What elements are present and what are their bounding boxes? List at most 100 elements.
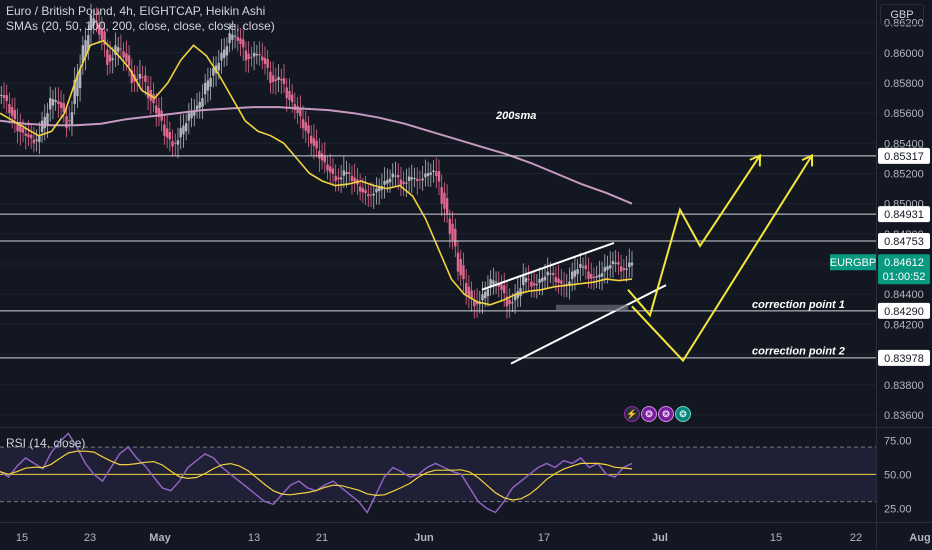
candle-body	[372, 193, 375, 196]
candle-body	[236, 36, 240, 41]
candle-body	[296, 106, 299, 114]
candle-body	[40, 120, 44, 133]
candle-body	[146, 86, 150, 99]
candle-body	[470, 290, 473, 299]
candle-body	[388, 178, 392, 183]
candles-group	[0, 3, 634, 319]
candle-body	[546, 271, 549, 276]
candle-body	[622, 268, 626, 271]
candle-body	[329, 166, 332, 173]
candle-body	[611, 261, 615, 265]
candle-body	[171, 141, 174, 147]
candle-body	[391, 173, 394, 178]
candle-body	[233, 35, 237, 37]
price-tick-label: 0.83800	[884, 380, 924, 392]
candle-body	[285, 87, 288, 99]
candle-body	[367, 193, 370, 197]
dividend-icon[interactable]: ❂	[658, 406, 674, 422]
candle-body	[114, 45, 117, 56]
candle-body	[247, 53, 250, 60]
candle-body	[522, 276, 525, 286]
candle-body	[299, 108, 302, 117]
lightning-icon[interactable]: ⚡	[624, 406, 640, 422]
rsi-legend[interactable]: RSI (14, close)	[6, 436, 86, 450]
candle-body	[187, 113, 191, 121]
candle-body	[269, 71, 272, 83]
candle-body	[492, 280, 495, 285]
candle-body	[76, 74, 79, 97]
projection-arrow-2	[631, 154, 813, 363]
candle-body	[590, 274, 593, 279]
candle-body	[2, 95, 6, 99]
candle-body	[486, 289, 490, 297]
candle-body	[532, 283, 536, 286]
candle-body	[127, 55, 131, 66]
time-tick-label: 22	[850, 532, 862, 544]
candle-body	[459, 259, 462, 276]
candle-body	[223, 49, 226, 58]
level-price-label: 0.84290	[884, 306, 924, 318]
candle-body	[500, 284, 503, 290]
earnings-icon[interactable]: ❂	[675, 406, 691, 422]
candle-body	[280, 78, 283, 81]
time-tick-label: 17	[538, 532, 550, 544]
candle-body	[348, 172, 351, 175]
candle-body	[383, 181, 386, 185]
candle-body	[543, 276, 547, 281]
candle-body	[377, 187, 381, 192]
candle-body	[38, 135, 41, 143]
candle-body	[81, 45, 85, 63]
candle-body	[179, 128, 182, 138]
candle-body	[220, 52, 223, 61]
indicator-legend[interactable]: SMAs (20, 50, 100, 200, close, close, cl…	[6, 19, 275, 33]
candle-body	[24, 133, 27, 136]
projection-arrow-1-head	[749, 153, 762, 167]
candle-body	[440, 187, 443, 204]
candle-body	[95, 20, 98, 22]
candle-body	[97, 24, 101, 35]
time-tick-label: 15	[770, 532, 782, 544]
time-tick-label: May	[149, 532, 171, 544]
candle-body	[54, 100, 57, 102]
candle-body	[530, 281, 533, 287]
candle-body	[570, 271, 574, 280]
candle-body	[193, 110, 196, 116]
level-price-badge	[878, 206, 930, 223]
candle-body	[271, 75, 275, 82]
time-tick-label: 15	[16, 532, 28, 544]
candle-body	[402, 181, 405, 185]
candle-body	[35, 139, 38, 141]
chart-header: Euro / British Pound, 4h, EIGHTCAP, Heik…	[6, 4, 275, 34]
candle-body	[212, 67, 215, 76]
sma-fast-line	[0, 39, 633, 306]
candle-body	[174, 142, 177, 144]
candle-body	[429, 172, 433, 175]
candle-body	[421, 178, 424, 181]
time-tick-label: 21	[316, 532, 328, 544]
symbol-title[interactable]: Euro / British Pound, 4h, EIGHTCAP, Heik…	[6, 4, 266, 18]
candle-body	[111, 58, 114, 60]
candle-body	[445, 198, 449, 214]
candle-body	[609, 265, 612, 269]
level-price-label: 0.84931	[884, 209, 924, 221]
candle-body	[266, 59, 269, 68]
candle-body	[541, 277, 544, 282]
candle-body	[503, 285, 506, 294]
candle-body	[43, 116, 46, 129]
candle-body	[13, 110, 17, 120]
candle-body	[130, 70, 133, 83]
candle-body	[560, 280, 563, 284]
candle-body	[21, 128, 25, 133]
price-tick-label: 0.86000	[884, 48, 924, 60]
dividend-icon[interactable]: ❂	[641, 406, 657, 422]
candle-body	[334, 175, 337, 182]
candle-body	[443, 192, 446, 209]
currency-selector[interactable]: GBP	[880, 4, 924, 25]
candle-body	[209, 77, 212, 87]
candle-body	[168, 132, 172, 140]
candle-body	[119, 48, 123, 50]
candle-body	[315, 140, 318, 149]
candle-body	[163, 124, 166, 136]
